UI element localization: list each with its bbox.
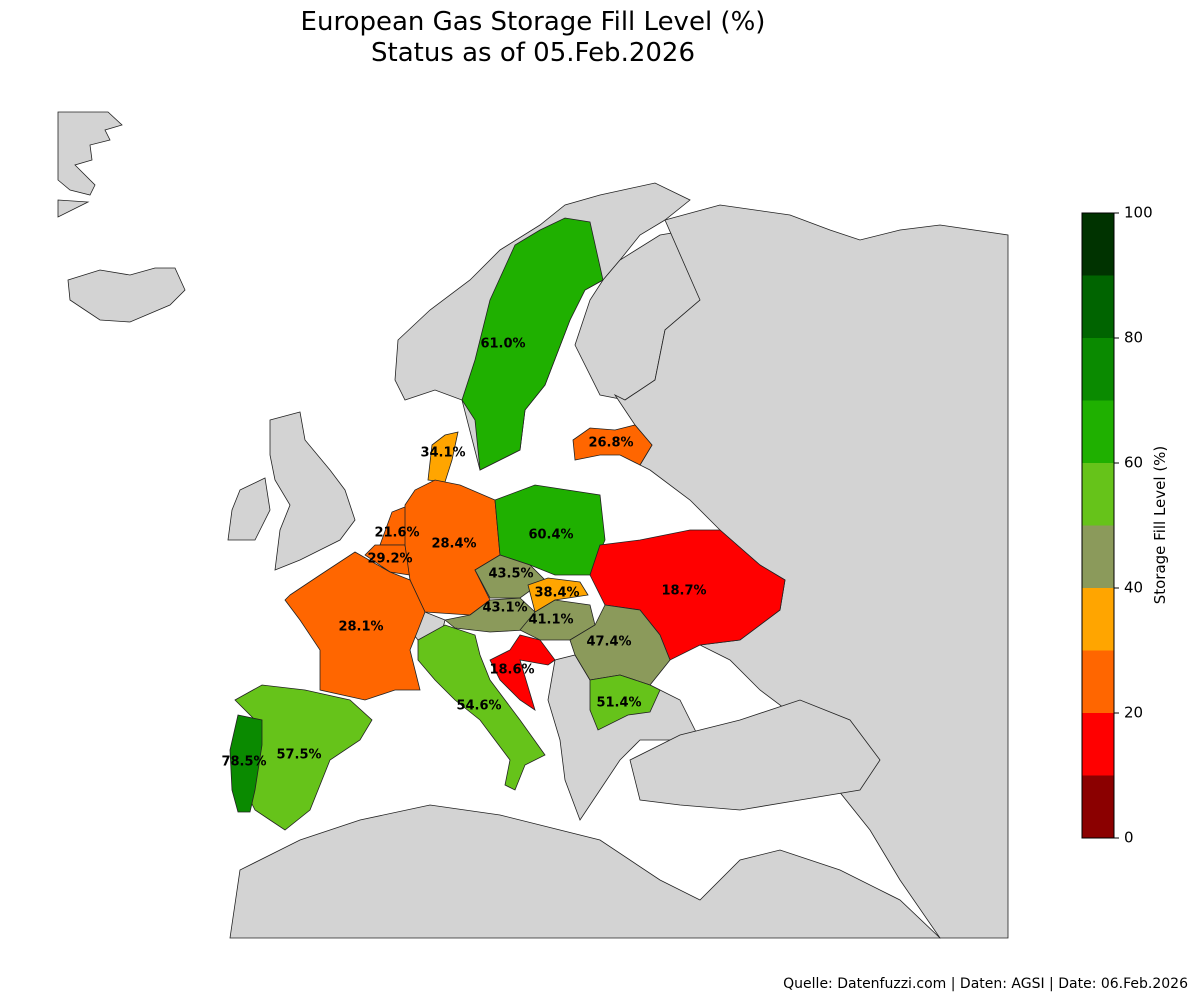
value-label: 78.5% [221,755,266,770]
title: European Gas Storage Fill Level (%) [301,7,766,37]
colorbar-segment [1082,275,1114,338]
colorbar-tick-label: 0 [1124,829,1134,847]
regions [229,217,786,831]
value-label: 29.2% [367,552,412,567]
value-label: 60.4% [528,528,573,543]
value-label: 21.6% [374,526,419,541]
colorbar-tick-label: 60 [1124,454,1143,472]
subtitle: Status as of 05.Feb.2026 [371,38,695,68]
colorbar-segment [1082,588,1114,651]
colorbar-segment [1082,650,1114,713]
colorbar-tick-label: 20 [1124,704,1143,722]
footer-source: Quelle: Datenfuzzi.com | Daten: AGSI | D… [783,976,1188,992]
value-label: 26.8% [588,436,633,451]
colorbar-segment [1082,338,1114,401]
colorbar-frame [1081,212,1115,839]
country [229,714,263,813]
colorbar-segment [1082,713,1114,776]
value-label: 38.4% [534,586,579,601]
colorbar-segment [1082,775,1114,838]
value-label: 41.1% [528,613,573,628]
value-label: 47.4% [586,635,631,650]
value-label: 18.6% [489,663,534,678]
colorbar: 0 20 40 60 80 100 [1081,204,1153,847]
country [572,424,653,466]
value-label: 18.7% [661,584,706,599]
colorbar-segment [1082,400,1114,463]
country [519,599,596,641]
value-labels: 61.0% 34.1% 26.8% 21.6% 29.2% 28.4% 60.4% 43.5%… [221,337,706,770]
colorbar-tick-label: 100 [1124,204,1153,222]
country [589,674,661,731]
country [461,217,604,471]
country [284,551,426,701]
country [417,624,546,791]
country [569,604,671,686]
country [489,634,556,711]
colorbar-segment [1082,463,1114,526]
colorbar-tick-label: 80 [1124,329,1143,347]
value-label: 43.5% [488,567,533,582]
colorbar-label: Storage Fill Level (%) [1151,446,1169,605]
background-land [57,111,1009,939]
colorbar-segment [1082,213,1114,276]
value-label: 43.1% [482,601,527,616]
value-label: 28.1% [338,620,383,635]
colorbar-segment [1082,525,1114,588]
value-label: 51.4% [596,696,641,711]
value-label: 61.0% [480,337,525,352]
value-label: 28.4% [431,537,476,552]
value-label: 54.6% [456,699,501,714]
value-label: 57.5% [276,748,321,763]
colorbar-tick-label: 40 [1124,579,1143,597]
value-label: 34.1% [420,446,465,461]
